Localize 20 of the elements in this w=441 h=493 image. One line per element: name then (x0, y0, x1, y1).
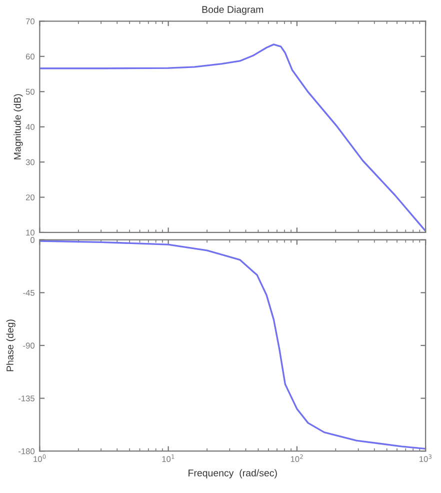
y-tick-label: 60 (26, 54, 35, 60)
y-tick-label: 70 (26, 18, 35, 24)
y-tick-label: -90 (23, 342, 35, 349)
y-tick-label: 50 (26, 88, 35, 95)
y-tick-label: -180 (18, 448, 35, 454)
chart-title: Bode Diagram (202, 6, 264, 15)
x-tick-label: 10$^{3}$ (420, 454, 432, 462)
y-axis-title: Phase (deg) (6, 320, 16, 372)
x-tick-label: 10$^{1}$ (162, 454, 174, 462)
x-tick-label: 10$^{0}$ (34, 454, 46, 462)
y-tick-label: 20 (26, 194, 35, 200)
y-tick-label: -45 (23, 290, 34, 296)
y-tick-label: 0 (30, 237, 35, 243)
y-tick-label: 30 (26, 159, 35, 166)
y-tick-label: 10 (26, 230, 35, 236)
x-axis-title: Frequency (rad/sec) (188, 469, 277, 478)
y-tick-label: 40 (26, 124, 35, 130)
y-tick-label: -135 (18, 395, 34, 402)
y-axis-title: Magnitude (dB) (14, 94, 23, 160)
x-tick-label: 10$^{2}$ (290, 454, 303, 462)
